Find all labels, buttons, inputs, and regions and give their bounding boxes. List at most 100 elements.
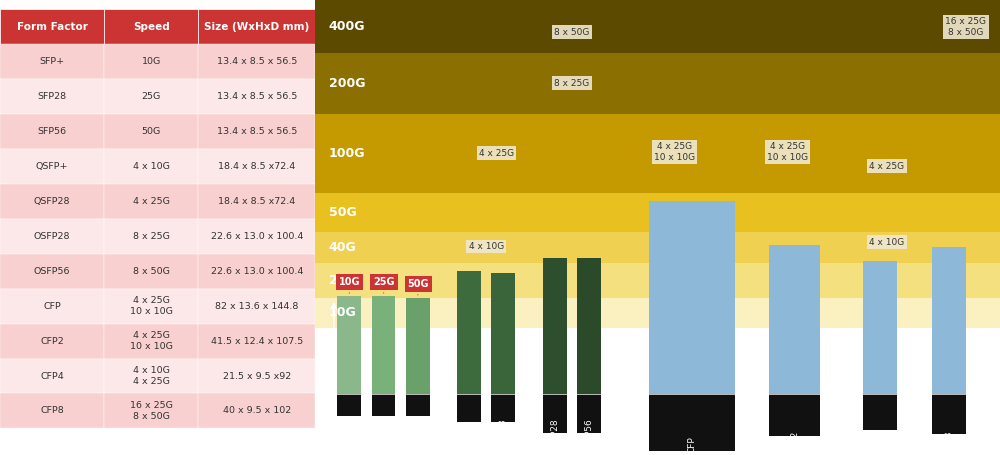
- Text: 18.4 x 8.5 x72.4: 18.4 x 8.5 x72.4: [218, 197, 295, 206]
- FancyBboxPatch shape: [198, 44, 315, 79]
- Text: OSFP28: OSFP28: [550, 419, 559, 453]
- Bar: [577, 258, 601, 394]
- Text: SFP56: SFP56: [37, 127, 67, 136]
- Bar: [372, 394, 395, 416]
- Bar: [315, 192, 1000, 232]
- Text: 4 x 25G
10 x 10G: 4 x 25G 10 x 10G: [130, 331, 173, 351]
- Bar: [649, 201, 735, 394]
- Bar: [769, 394, 820, 436]
- Text: QSFP+: QSFP+: [36, 162, 68, 171]
- Bar: [649, 394, 735, 450]
- Text: 10G: 10G: [329, 306, 356, 319]
- Text: CFP8: CFP8: [40, 406, 64, 415]
- Text: 13.4 x 8.5 x 56.5: 13.4 x 8.5 x 56.5: [217, 57, 297, 66]
- FancyBboxPatch shape: [198, 324, 315, 359]
- FancyBboxPatch shape: [0, 288, 104, 324]
- Text: 4 x 10G: 4 x 10G: [469, 242, 504, 251]
- Text: 21.5 x 9.5 x92: 21.5 x 9.5 x92: [223, 372, 291, 380]
- Text: Speed: Speed: [133, 21, 170, 31]
- Bar: [863, 394, 897, 430]
- FancyBboxPatch shape: [198, 254, 315, 288]
- FancyBboxPatch shape: [104, 288, 198, 324]
- FancyBboxPatch shape: [0, 219, 104, 254]
- Text: SFP+: SFP+: [345, 430, 354, 453]
- Text: CFP4: CFP4: [876, 431, 885, 453]
- Text: 8 x 50G: 8 x 50G: [133, 267, 170, 276]
- Text: 25G: 25G: [142, 92, 161, 101]
- Text: 8 x 25G: 8 x 25G: [133, 232, 170, 241]
- Text: 16 x 25G
8 x 50G: 16 x 25G 8 x 50G: [130, 401, 173, 421]
- Bar: [315, 52, 1000, 114]
- FancyBboxPatch shape: [104, 114, 198, 149]
- Text: 10G: 10G: [142, 57, 161, 66]
- Bar: [315, 263, 1000, 298]
- Bar: [932, 394, 966, 434]
- Text: CFP: CFP: [43, 302, 61, 311]
- Text: 8 x 25G: 8 x 25G: [554, 79, 590, 87]
- Text: 82 x 13.6 x 144.8: 82 x 13.6 x 144.8: [215, 302, 298, 311]
- Bar: [577, 394, 601, 433]
- Bar: [337, 296, 361, 394]
- Text: 100G: 100G: [329, 147, 365, 160]
- Text: OSFP56: OSFP56: [584, 419, 594, 453]
- FancyBboxPatch shape: [198, 359, 315, 394]
- Text: 4 x 25G
10 x 10G: 4 x 25G 10 x 10G: [130, 296, 173, 316]
- Text: CFP2: CFP2: [790, 431, 799, 453]
- FancyBboxPatch shape: [0, 44, 104, 79]
- FancyBboxPatch shape: [0, 359, 104, 394]
- FancyBboxPatch shape: [104, 324, 198, 359]
- Text: 13.4 x 8.5 x 56.5: 13.4 x 8.5 x 56.5: [217, 127, 297, 136]
- Text: 400G: 400G: [329, 20, 365, 33]
- Bar: [863, 261, 897, 394]
- Text: 4 x 25G
10 x 10G: 4 x 25G 10 x 10G: [767, 142, 808, 162]
- FancyBboxPatch shape: [0, 149, 104, 184]
- FancyBboxPatch shape: [104, 184, 198, 219]
- FancyBboxPatch shape: [0, 184, 104, 219]
- Text: 4 x 10G: 4 x 10G: [133, 162, 170, 171]
- FancyBboxPatch shape: [0, 254, 104, 288]
- FancyBboxPatch shape: [0, 79, 104, 114]
- FancyBboxPatch shape: [198, 9, 315, 44]
- FancyBboxPatch shape: [104, 79, 198, 114]
- Text: Form Factor: Form Factor: [17, 21, 87, 31]
- Text: 50G: 50G: [329, 206, 356, 219]
- Text: 13.4 x 8.5 x 56.5: 13.4 x 8.5 x 56.5: [217, 92, 297, 101]
- FancyBboxPatch shape: [104, 149, 198, 184]
- FancyBboxPatch shape: [198, 394, 315, 429]
- Text: QSFP28: QSFP28: [499, 419, 508, 453]
- Text: 200G: 200G: [329, 76, 365, 90]
- Text: SFP56: SFP56: [413, 425, 422, 453]
- Bar: [543, 394, 567, 433]
- Bar: [337, 394, 361, 416]
- Text: 50G: 50G: [407, 279, 429, 295]
- Text: 8 x 50G: 8 x 50G: [554, 28, 590, 37]
- Bar: [769, 245, 820, 394]
- Text: 40 x 9.5 x 102: 40 x 9.5 x 102: [223, 406, 291, 415]
- Text: CFP4: CFP4: [40, 372, 64, 380]
- Text: SFP28: SFP28: [379, 425, 388, 453]
- Text: 10G: 10G: [339, 277, 360, 293]
- FancyBboxPatch shape: [104, 394, 198, 429]
- Bar: [315, 114, 1000, 192]
- FancyBboxPatch shape: [198, 288, 315, 324]
- Text: 4 x 10G: 4 x 10G: [869, 238, 905, 247]
- Text: CFP: CFP: [687, 436, 696, 453]
- Text: CFP2: CFP2: [40, 337, 64, 345]
- FancyBboxPatch shape: [0, 114, 104, 149]
- Text: 22.6 x 13.0 x 100.4: 22.6 x 13.0 x 100.4: [211, 267, 303, 276]
- Text: 4 x 25G
10 x 10G: 4 x 25G 10 x 10G: [654, 142, 695, 162]
- FancyBboxPatch shape: [0, 394, 104, 429]
- Text: SFP28: SFP28: [37, 92, 67, 101]
- Text: 22.6 x 13.0 x 100.4: 22.6 x 13.0 x 100.4: [211, 232, 303, 241]
- Text: 4 x 25G: 4 x 25G: [869, 162, 905, 171]
- Text: OSFP56: OSFP56: [34, 267, 70, 276]
- Bar: [315, 298, 1000, 328]
- Bar: [543, 258, 567, 394]
- Text: D: D: [342, 418, 353, 431]
- FancyBboxPatch shape: [198, 114, 315, 149]
- Bar: [491, 273, 515, 394]
- Text: 16 x 25G
8 x 50G: 16 x 25G 8 x 50G: [945, 17, 986, 37]
- Text: 4 x 25G: 4 x 25G: [133, 197, 170, 206]
- FancyBboxPatch shape: [104, 254, 198, 288]
- FancyBboxPatch shape: [0, 9, 104, 44]
